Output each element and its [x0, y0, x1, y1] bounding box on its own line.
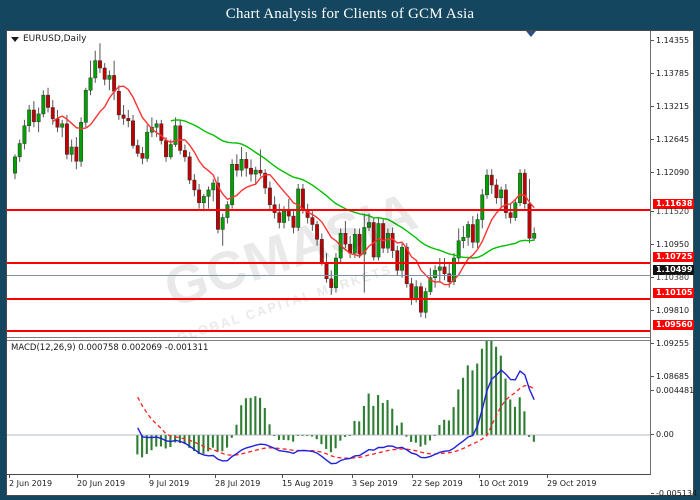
tick-mark	[651, 73, 654, 74]
pane-divider	[7, 337, 650, 341]
date-tick	[547, 474, 548, 478]
price-tick-1.14355: 1.14355	[651, 36, 689, 46]
date-tick	[412, 474, 413, 478]
price-tick-1.09560: 1.09560	[653, 320, 695, 330]
date-axis: 2 Jun 2019 20 Jun 2019 9 Jul 2019 28 Jul 20…	[7, 474, 650, 495]
price-tick-1.10105: 1.10105	[653, 288, 695, 298]
date-axis-label: 29 Oct 2019	[547, 479, 597, 488]
date-tick	[282, 474, 283, 478]
title-bar: Chart Analysis for Clients of GCM Asia	[0, 0, 700, 28]
price-tick-1.13215: 1.13215	[651, 102, 689, 112]
support-line-1.09560[interactable]	[7, 330, 650, 332]
price-tick-label: 1.11638	[656, 199, 693, 208]
price-tick-1.11638: 1.11638	[653, 199, 695, 209]
price-tick-label: 1.11520	[656, 207, 690, 216]
macd-series	[7, 341, 650, 465]
price-tick-0.004481: 0.004481	[651, 386, 694, 396]
price-tick-1.09810: 1.09810	[651, 306, 689, 316]
price-tick-label: 1.09560	[656, 320, 693, 329]
price-tick-label: 0.004481	[656, 386, 695, 395]
tick-mark	[651, 172, 654, 173]
price-tick-1.13785: 1.13785	[651, 69, 689, 79]
price-tick-1.10380: 1.10380	[651, 273, 689, 283]
macd-pane[interactable]: MACD(12,26,9) 0.000758 0.002069 -0.00131…	[7, 341, 650, 474]
price-tick-1.12090: 1.12090	[651, 168, 689, 178]
price-tick-1.10950: 1.10950	[651, 240, 689, 250]
price-tick-1.10725: 1.10725	[653, 252, 695, 262]
price-tick-1.11520: 1.11520	[651, 207, 689, 217]
price-tick-label: 1.10950	[656, 240, 690, 249]
date-tick	[352, 474, 353, 478]
chart-position-marker-icon	[526, 31, 536, 37]
price-axis-separator	[650, 31, 651, 475]
current-price-line	[7, 275, 650, 276]
date-tick	[77, 474, 78, 478]
date-axis-label: 2 Jun 2019	[9, 479, 53, 488]
date-axis-label: 15 Aug 2019	[282, 479, 334, 488]
price-tick--0.005134: -0.005134	[651, 489, 697, 499]
chevron-down-icon[interactable]	[11, 36, 19, 42]
date-axis-label: 28 Jul 2019	[215, 479, 261, 488]
price-tick-label: 0.00	[656, 430, 674, 439]
support-line-1.10105[interactable]	[7, 298, 650, 300]
tick-mark	[651, 343, 654, 344]
price-tick-label: 1.13215	[656, 102, 690, 111]
date-axis-label: 10 Oct 2019	[479, 479, 529, 488]
date-tick	[9, 474, 10, 478]
price-tick-label: 1.14355	[656, 36, 690, 45]
price-tick-label: 1.10380	[656, 273, 690, 282]
price-tick-label: 1.12645	[656, 135, 690, 144]
tick-mark	[651, 493, 654, 494]
date-tick	[479, 474, 480, 478]
price-tick-0.00: 0.00	[651, 430, 674, 440]
price-tick-1.12645: 1.12645	[651, 135, 689, 145]
page-title: Chart Analysis for Clients of GCM Asia	[225, 5, 475, 22]
price-tick-label: 1.12090	[656, 168, 690, 177]
date-axis-label: 3 Sep 2019	[352, 479, 398, 488]
tick-mark	[651, 390, 654, 391]
price-tick-label: 1.13785	[656, 69, 690, 78]
resistance-line-1.10725[interactable]	[7, 262, 650, 264]
tick-mark	[651, 277, 654, 278]
price-tick-1.09255: 1.09255	[651, 339, 689, 349]
tick-mark	[651, 211, 654, 212]
price-tick-1.08685: 1.08685	[651, 372, 689, 382]
date-tick	[215, 474, 216, 478]
axis-baseline	[7, 474, 650, 475]
price-pane[interactable]: GCMASIA GLOBAL CAPITAL MARKETS EURUSD,Da…	[7, 31, 650, 337]
price-tick-label: 1.10499	[656, 265, 693, 274]
date-axis-label: 9 Jul 2019	[149, 479, 190, 488]
tick-mark	[651, 434, 654, 435]
macd-indicator-label: MACD(12,26,9) 0.000758 0.002069 -0.00131…	[11, 343, 209, 353]
tick-mark	[651, 310, 654, 311]
price-tick-label: -0.005134	[656, 489, 698, 498]
candlestick-series	[13, 43, 537, 319]
date-tick	[149, 474, 150, 478]
resistance-line-1.11638[interactable]	[7, 209, 650, 211]
price-tick-label: 1.10725	[656, 252, 693, 261]
price-tick-label: 1.09810	[656, 306, 690, 315]
chart-frame: GCMASIA GLOBAL CAPITAL MARKETS EURUSD,Da…	[6, 30, 697, 499]
symbol-text: EURUSD,Daily	[23, 34, 87, 44]
price-tick-label: 1.08685	[656, 372, 690, 381]
price-axis[interactable]: 1.14355 1.13785 1.13215 1.12645 1.12090 1.116…	[651, 31, 697, 499]
price-tick-label: 1.09255	[656, 339, 690, 348]
date-axis-label: 20 Jun 2019	[77, 479, 126, 488]
price-tick-1.10499: 1.10499	[653, 265, 695, 275]
symbol-label[interactable]: EURUSD,Daily	[11, 34, 86, 44]
tick-mark	[651, 376, 654, 377]
tick-mark	[651, 40, 654, 41]
tick-mark	[651, 244, 654, 245]
date-axis-label: 22 Sep 2019	[412, 479, 463, 488]
tick-mark	[651, 139, 654, 140]
price-tick-label: 1.10105	[656, 288, 693, 297]
tick-mark	[651, 106, 654, 107]
